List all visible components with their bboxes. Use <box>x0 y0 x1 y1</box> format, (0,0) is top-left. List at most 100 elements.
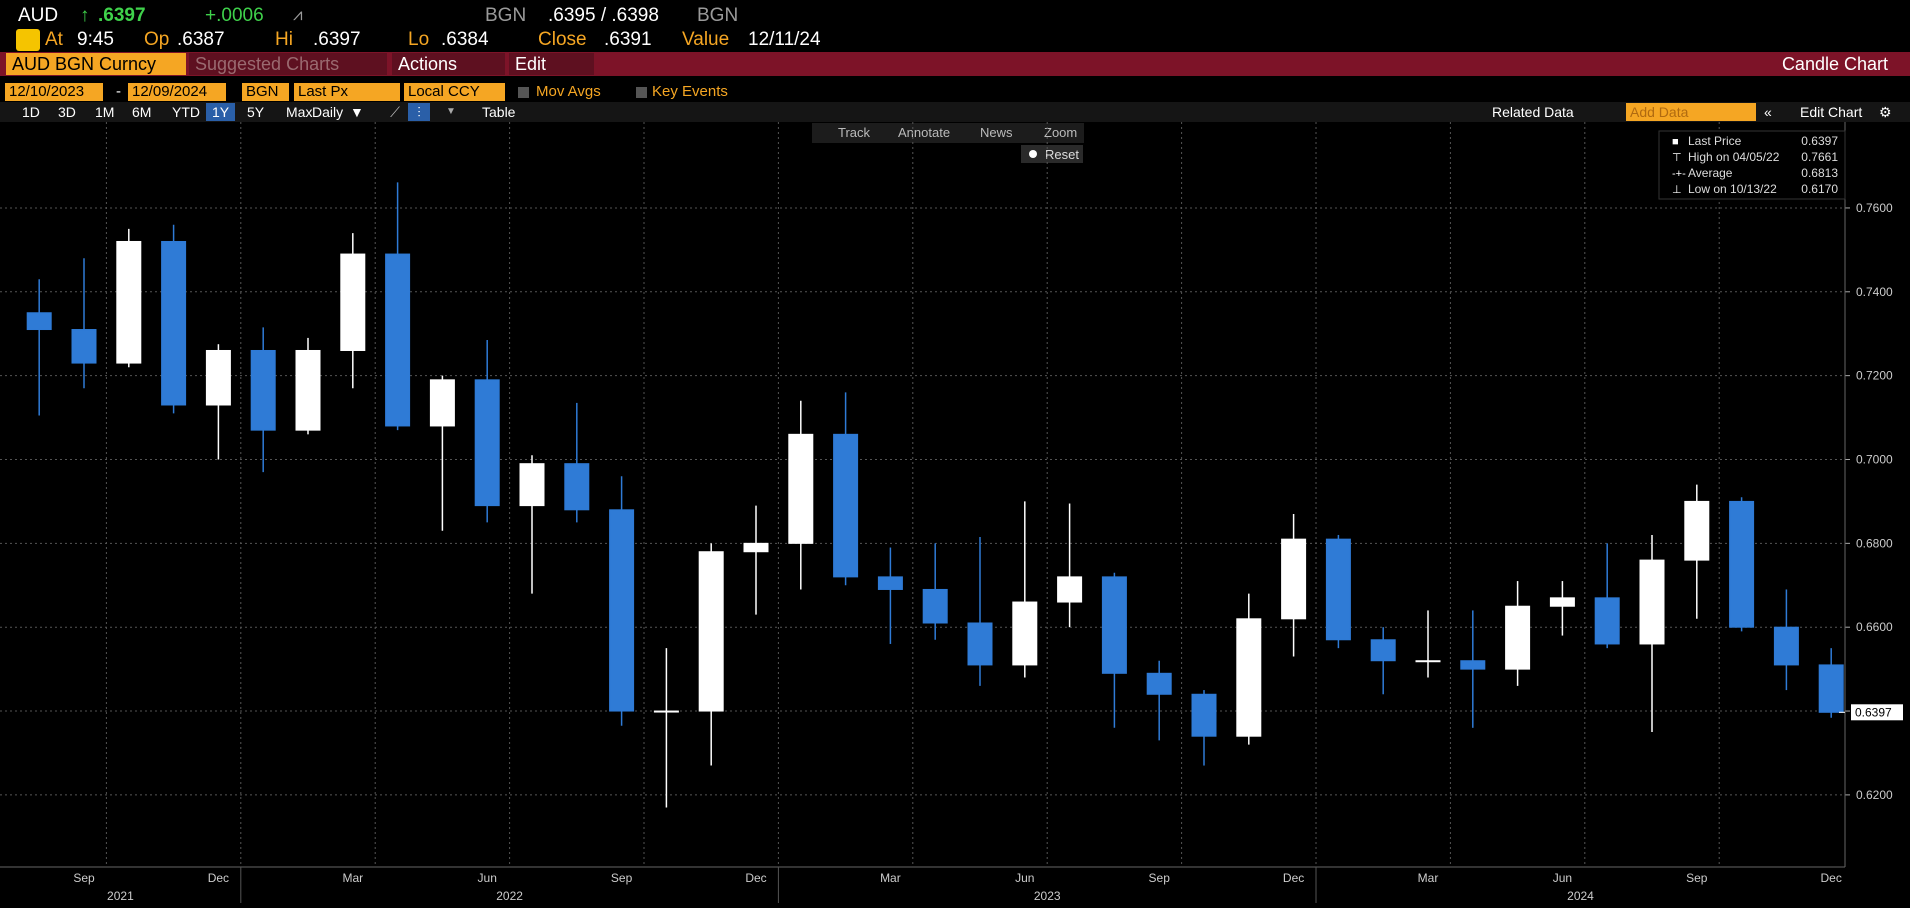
source-field[interactable]: BGN <box>242 83 289 101</box>
period-button[interactable]: 1Y <box>206 103 236 121</box>
candle-body <box>1773 626 1799 666</box>
period-button[interactable]: Max <box>286 104 313 120</box>
candle-body <box>1146 672 1172 695</box>
candle-body <box>564 463 590 511</box>
value-date: 12/11/24 <box>748 29 821 50</box>
chart-tool[interactable]: Zoom <box>1044 125 1077 140</box>
year-label: 2021 <box>107 889 134 903</box>
open: .6387 <box>177 29 225 50</box>
table-button[interactable]: Table <box>482 104 516 120</box>
period-button[interactable]: 1M <box>95 104 115 120</box>
related-data[interactable]: Related Data <box>1492 104 1574 120</box>
candle-body <box>1370 639 1396 662</box>
x-tick-label: Mar <box>342 871 363 885</box>
chart-name: Candle Chart <box>1781 54 1888 74</box>
candle-body <box>340 253 366 351</box>
period-button[interactable]: 5Y <box>247 104 265 120</box>
x-tick-label: Sep <box>73 871 95 885</box>
y-tick-label: 0.7400 <box>1856 285 1893 299</box>
candle-body <box>743 542 769 553</box>
collapse-icon[interactable]: « <box>1764 104 1772 120</box>
source: BGN <box>697 5 739 26</box>
x-tick-label: Dec <box>1821 871 1842 885</box>
candle-body <box>653 710 679 713</box>
candle-body <box>1639 559 1665 645</box>
candle-body <box>833 433 859 578</box>
period-button[interactable]: 3D <box>58 104 76 120</box>
candle-body <box>922 588 948 624</box>
y-tick-label: 0.6600 <box>1856 620 1893 634</box>
ticker: AUD <box>18 5 59 26</box>
spark-icon: ⩘ <box>293 5 303 24</box>
candle-body <box>205 349 231 406</box>
y-tick-label: 0.6200 <box>1856 788 1893 802</box>
dropdown-arrow[interactable]: ▼ <box>446 106 456 117</box>
end-date[interactable]: 12/09/2024 <box>128 83 226 101</box>
candle-icon[interactable]: ⫶ <box>408 103 430 121</box>
candle-body <box>429 379 455 427</box>
candle-body <box>295 349 321 431</box>
candle-body <box>26 312 52 331</box>
candle-body <box>1818 664 1844 713</box>
close: .6391 <box>604 29 652 50</box>
mov-avgs[interactable]: Mov Avgs <box>536 83 601 100</box>
period-button[interactable]: 1D <box>22 104 40 120</box>
period-button[interactable]: 6M <box>132 104 152 120</box>
candle-body <box>1729 500 1755 628</box>
chart: TrackAnnotateNewsZoomReset0.62000.64000.… <box>0 122 1903 903</box>
candle-body <box>385 253 411 427</box>
candle-body <box>1101 576 1127 674</box>
checkbox[interactable] <box>636 87 647 98</box>
candle-body <box>1684 500 1710 561</box>
x-tick-label: Sep <box>1686 871 1708 885</box>
candle-body <box>1460 660 1486 670</box>
checkbox[interactable] <box>518 87 529 98</box>
low-label: Lo <box>408 29 430 50</box>
key-events[interactable]: Key Events <box>652 83 728 100</box>
currency-select[interactable]: Local CCY <box>404 83 505 101</box>
up-arrow: ↑ <box>80 5 90 26</box>
line-icon[interactable]: ⟋ <box>390 104 400 120</box>
suggested-charts[interactable]: Suggested Charts <box>189 53 387 75</box>
last-price-tag <box>1851 704 1903 721</box>
candle-body <box>788 433 814 544</box>
reset-icon <box>1029 150 1037 158</box>
candle-body <box>877 576 903 590</box>
legend-label: Last Price <box>1688 134 1742 148</box>
legend-icon: ⊤ <box>1672 152 1682 164</box>
add-data[interactable]: Add Data <box>1626 103 1756 121</box>
candle-body <box>519 463 545 507</box>
chart-tool[interactable]: Track <box>838 125 871 140</box>
frequency[interactable]: Daily <box>312 104 344 120</box>
candle-body <box>1057 576 1083 603</box>
close-label: Close <box>538 29 587 50</box>
candle-body <box>1191 693 1217 737</box>
edit-menu[interactable]: Edit <box>509 53 594 75</box>
legend-box <box>1658 130 1846 200</box>
x-tick-label: Mar <box>880 871 901 885</box>
last-price-label: 0.6397 <box>1855 705 1892 719</box>
chart-tool[interactable]: News <box>980 125 1013 140</box>
candle-body <box>967 622 993 666</box>
actions-menu[interactable]: Actions <box>392 53 505 75</box>
chart-tool[interactable]: Annotate <box>898 125 950 140</box>
period-bar <box>0 102 1910 122</box>
legend-value: 0.6813 <box>1801 166 1838 180</box>
security-field[interactable]: AUD BGN Curncy <box>6 53 186 75</box>
legend-label: Average <box>1688 166 1733 180</box>
alert-icon[interactable] <box>16 29 40 51</box>
reset-label: Reset <box>1045 147 1079 162</box>
settings-icon[interactable]: ⚙ <box>1879 104 1892 120</box>
start-date[interactable]: 12/10/2023 <box>5 83 103 101</box>
date-dash: - <box>116 83 121 100</box>
period-button[interactable]: YTD <box>172 104 200 120</box>
candle-body <box>609 509 635 712</box>
year-label: 2024 <box>1567 889 1594 903</box>
candle-body <box>1236 618 1262 737</box>
dropdown-arrow[interactable]: ▼ <box>350 104 364 120</box>
y-tick-label: 0.7200 <box>1856 369 1893 383</box>
x-tick-label: Jun <box>1015 871 1034 885</box>
edit-chart[interactable]: Edit Chart <box>1800 104 1863 120</box>
reset-button[interactable] <box>1021 145 1083 163</box>
field-select[interactable]: Last Px <box>294 83 400 101</box>
